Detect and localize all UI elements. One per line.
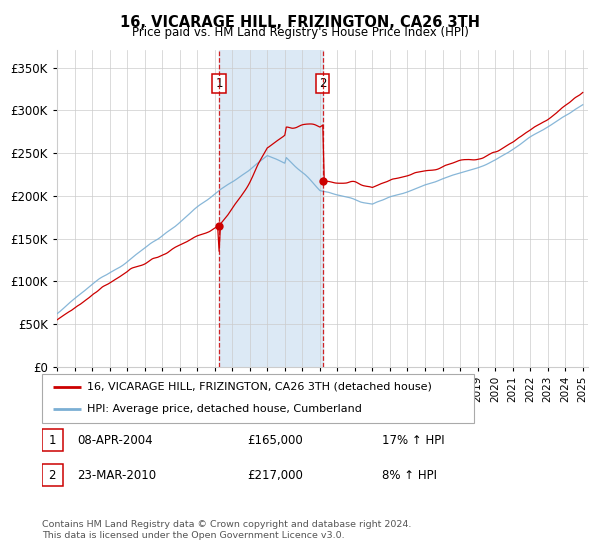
Text: 08-APR-2004: 08-APR-2004 <box>77 434 153 447</box>
Text: 17% ↑ HPI: 17% ↑ HPI <box>382 434 445 447</box>
Text: 1: 1 <box>49 434 56 447</box>
Text: HPI: Average price, detached house, Cumberland: HPI: Average price, detached house, Cumb… <box>88 404 362 414</box>
Text: 1: 1 <box>215 77 223 90</box>
Text: Contains HM Land Registry data © Crown copyright and database right 2024.
This d: Contains HM Land Registry data © Crown c… <box>42 520 412 540</box>
Text: Price paid vs. HM Land Registry's House Price Index (HPI): Price paid vs. HM Land Registry's House … <box>131 26 469 39</box>
Text: 2: 2 <box>319 77 326 90</box>
FancyBboxPatch shape <box>42 374 474 423</box>
Text: 8% ↑ HPI: 8% ↑ HPI <box>382 469 437 482</box>
Text: 16, VICARAGE HILL, FRIZINGTON, CA26 3TH (detached house): 16, VICARAGE HILL, FRIZINGTON, CA26 3TH … <box>88 382 432 392</box>
Text: 23-MAR-2010: 23-MAR-2010 <box>77 469 156 482</box>
Text: 2: 2 <box>49 469 56 482</box>
Text: £217,000: £217,000 <box>247 469 303 482</box>
FancyBboxPatch shape <box>42 430 62 451</box>
FancyBboxPatch shape <box>42 464 62 486</box>
Text: 16, VICARAGE HILL, FRIZINGTON, CA26 3TH: 16, VICARAGE HILL, FRIZINGTON, CA26 3TH <box>120 15 480 30</box>
Text: £165,000: £165,000 <box>247 434 303 447</box>
